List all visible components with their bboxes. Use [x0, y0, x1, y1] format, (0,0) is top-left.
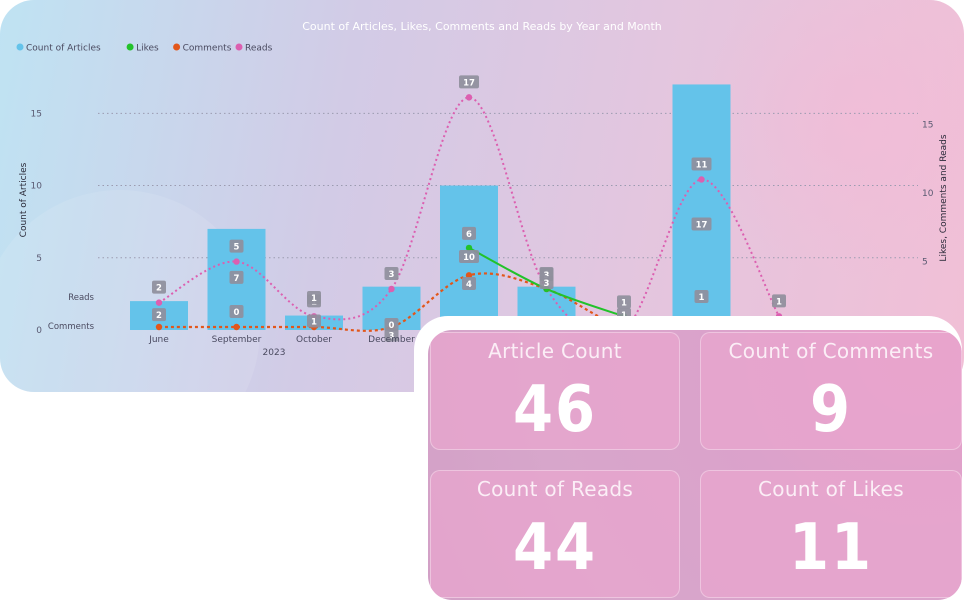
bar-data-label: 17 [696, 220, 708, 230]
reads-data-label: 2 [156, 284, 162, 294]
reads-data-label: 17 [463, 78, 475, 88]
bar-data-label: 7 [234, 274, 240, 284]
legend-marker [16, 43, 24, 51]
bar [672, 84, 731, 330]
comments-data-label: 10 [463, 253, 475, 263]
bar-extra-label: 1 [699, 293, 705, 303]
series-point-reads [465, 94, 473, 101]
series-point-reads [155, 299, 163, 306]
kpi-count-of-likes-value: 11 [788, 511, 874, 585]
left-tick-label: 5 [36, 254, 42, 264]
bar-data-label-box [691, 217, 712, 231]
series-point-comments [465, 272, 473, 279]
chart-title: Count of Articles, Likes, Comments and R… [302, 20, 662, 33]
x-year-label: 2023 [263, 348, 286, 358]
reads-data-label-box [459, 75, 479, 89]
legend-marker [126, 43, 134, 51]
bar-extra-label: 0 [234, 308, 240, 318]
reads-extra-label-box [307, 291, 321, 304]
reads-data-label: 1 [776, 297, 782, 307]
left-tick-label: 15 [31, 109, 42, 119]
bar-data-label-box [152, 308, 166, 322]
kpi-article-count-value: 46 [512, 373, 598, 447]
kpi-grid: Article Count 46 Count of Comments 9 Cou… [428, 330, 962, 600]
legend-label: Comments [183, 44, 232, 54]
kpi-count-of-comments: Count of Comments 9 [700, 332, 962, 450]
kpi-count-of-likes: Count of Likes 11 [700, 470, 962, 598]
bar-data-label-box [229, 270, 244, 284]
series-point-reads [233, 258, 240, 265]
comments-data-label: 3 [544, 279, 550, 289]
bar-data-label: 3 [389, 332, 395, 342]
reads-data-label: 11 [696, 160, 708, 170]
series-point-reads [388, 285, 395, 293]
reads-data-label: 5 [234, 243, 240, 253]
likes-data-label-box [462, 226, 476, 240]
reads-extra-label: 1 [311, 294, 317, 304]
legend-marker [173, 43, 181, 51]
kpi-count-of-reads-value: 44 [512, 511, 598, 585]
right-axis-title: Likes, Comments and Reads [939, 134, 949, 261]
comments-data-label: 0 [389, 321, 395, 331]
bar-data-label-box [462, 277, 476, 290]
x-tick-label: December [368, 335, 415, 345]
reads-data-label-box [152, 280, 166, 294]
bar-data-label-box [384, 328, 399, 342]
x-tick-label: June [148, 335, 169, 345]
reads-data-label-box [772, 294, 786, 308]
series-point-comments [155, 323, 163, 331]
legend-label: Reads [245, 44, 273, 54]
row-label-comments: Comments [48, 322, 95, 332]
bar-data-label: 2 [156, 311, 162, 321]
likes-data-label: 3 [544, 271, 550, 281]
series-point-comments [233, 323, 240, 331]
left-tick-label: 10 [31, 182, 43, 192]
row-label-reads: Reads [68, 293, 94, 303]
comments-data-label-box [539, 276, 554, 289]
x-tick-label: September [212, 335, 262, 345]
legend-label: Count of Articles [26, 44, 101, 54]
left-axis-title: Count of Articles [19, 162, 29, 237]
right-tick-label: 5 [922, 258, 928, 268]
legend-label: Likes [136, 44, 159, 54]
reads-data-label-box [384, 266, 399, 280]
reads-data-label-box [691, 157, 712, 171]
right-tick-label: 10 [922, 189, 934, 199]
legend-marker [235, 43, 243, 51]
kpi-count-of-likes-label: Count of Likes [758, 477, 904, 501]
bar-data-label: 1 [311, 318, 317, 328]
right-tick-label: 15 [922, 121, 933, 131]
bar-data-label: 4 [466, 280, 472, 290]
kpi-count-of-comments-label: Count of Comments [728, 339, 934, 363]
bar-data-label-box [307, 314, 321, 328]
kpi-article-count-label: Article Count [488, 339, 622, 363]
kpi-panel: Article Count 46 Count of Comments 9 Cou… [414, 316, 962, 600]
reads-data-label: 3 [389, 270, 395, 280]
likes-data-label: 6 [466, 230, 472, 240]
kpi-count-of-reads: Count of Reads 44 [430, 470, 680, 598]
series-point-reads [698, 176, 705, 183]
kpi-count-of-reads-label: Count of Reads [476, 477, 634, 501]
bar-extra-label-box [229, 305, 244, 318]
left-tick-label: 0 [36, 326, 42, 336]
comments-data-label-box [459, 250, 479, 263]
likes-data-label-box [617, 295, 631, 309]
likes-data-label: 1 [621, 298, 627, 308]
kpi-count-of-comments-value: 9 [809, 373, 853, 447]
series-point-likes [465, 244, 473, 252]
kpi-article-count: Article Count 46 [430, 332, 680, 450]
reads-data-label-box [229, 239, 244, 253]
comments-data-label-box [384, 318, 399, 331]
x-tick-label: October [296, 335, 332, 345]
bar-extra-label-box [694, 290, 709, 303]
